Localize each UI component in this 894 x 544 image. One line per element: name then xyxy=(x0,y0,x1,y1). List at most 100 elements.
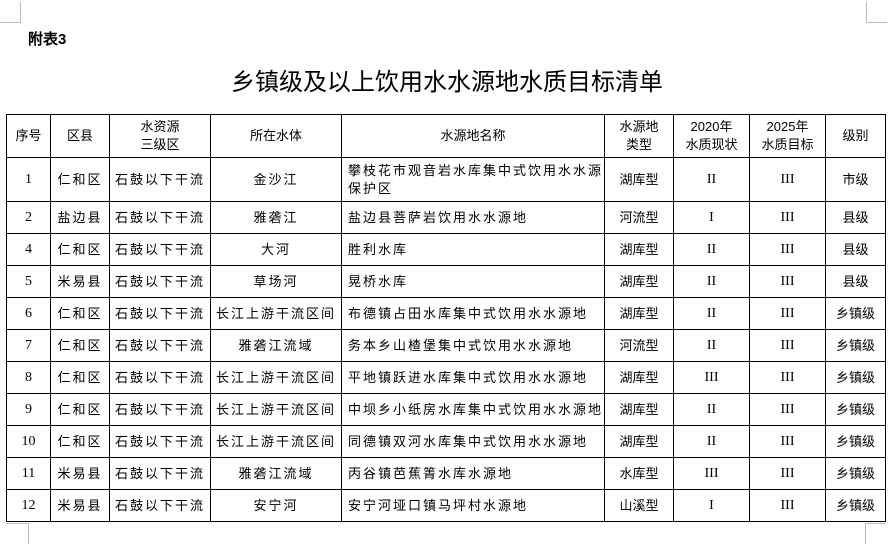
source-name-cell: 布德镇占田水库集中式饮用水水源地 xyxy=(341,297,605,330)
source-name-cell: 中坝乡小纸房水库集中式饮用水水源地 xyxy=(341,393,605,426)
type-cell: 河流型 xyxy=(604,329,674,362)
type-cell: 河流型 xyxy=(604,201,674,234)
appendix-label: 附表3 xyxy=(28,31,67,48)
target-2025-cell: III xyxy=(749,489,826,522)
quality-2020-cell: II xyxy=(673,157,750,202)
zone-cell: 石鼓以下干流 xyxy=(109,393,211,426)
quality-2020-cell: II xyxy=(673,265,750,298)
table-row: 9 仁和区 石鼓以下干流 长江上游干流区间 中坝乡小纸房水库集中式饮用水水源地 湖库型 II… xyxy=(6,393,886,426)
type-cell: 湖库型 xyxy=(604,297,674,330)
seq-cell: 7 xyxy=(6,329,51,362)
type-cell: 湖库型 xyxy=(604,157,674,202)
seq-cell: 12 xyxy=(6,489,51,522)
district-cell: 仁和区 xyxy=(50,393,110,426)
header-water-body: 所在水体 xyxy=(210,114,342,158)
seq-cell: 8 xyxy=(6,361,51,394)
target-2025-cell: III xyxy=(749,393,826,426)
table-row: 2 盐边县 石鼓以下干流 雅砻江 盐边县菩萨岩饮用水水源地 河流型 I III 县级 xyxy=(6,201,886,234)
header-district: 区县 xyxy=(50,114,110,158)
target-2025-cell: III xyxy=(749,265,826,298)
district-cell: 米易县 xyxy=(50,457,110,490)
zone-cell: 石鼓以下干流 xyxy=(109,489,211,522)
source-name-cell: 晃桥水库 xyxy=(341,265,605,298)
water-body-cell: 雅砻江 xyxy=(210,201,342,234)
zone-cell: 石鼓以下干流 xyxy=(109,361,211,394)
district-cell: 仁和区 xyxy=(50,157,110,202)
table-row: 1 仁和区 石鼓以下干流 金沙江 攀枝花市观音岩水库集中式饮用水水源保护区 湖库型 II II… xyxy=(6,157,886,202)
target-2025-cell: III xyxy=(749,425,826,458)
seq-cell: 11 xyxy=(6,457,51,490)
source-name-cell: 平地镇跃进水库集中式饮用水水源地 xyxy=(341,361,605,394)
zone-cell: 石鼓以下干流 xyxy=(109,201,211,234)
level-cell: 乡镇级 xyxy=(825,361,886,394)
level-cell: 乡镇级 xyxy=(825,457,886,490)
target-2025-cell: III xyxy=(749,157,826,202)
water-body-cell: 金沙江 xyxy=(210,157,342,202)
corner-mark-top-right xyxy=(866,2,887,23)
source-name-cell: 丙谷镇芭蕉箐水库水源地 xyxy=(341,457,605,490)
water-body-cell: 草场河 xyxy=(210,265,342,298)
water-body-cell: 雅砻江流域 xyxy=(210,457,342,490)
type-cell: 湖库型 xyxy=(604,265,674,298)
header-seq: 序号 xyxy=(6,114,51,158)
header-level: 级别 xyxy=(825,114,886,158)
zone-cell: 石鼓以下干流 xyxy=(109,425,211,458)
district-cell: 仁和区 xyxy=(50,425,110,458)
header-source-type: 水源地 类型 xyxy=(604,114,674,158)
header-water-resource-zone: 水资源 三级区 xyxy=(109,114,211,158)
water-source-table: 序号 区县 水资源 三级区 所在水体 水源地名称 水源地 类型 2020年 水质现状 2025… xyxy=(6,114,886,522)
level-cell: 县级 xyxy=(825,233,886,266)
corner-mark-top-left xyxy=(0,2,21,23)
quality-2020-cell: I xyxy=(673,201,750,234)
level-cell: 乡镇级 xyxy=(825,393,886,426)
quality-2020-cell: II xyxy=(673,297,750,330)
source-name-cell: 攀枝花市观音岩水库集中式饮用水水源保护区 xyxy=(341,157,605,202)
seq-cell: 4 xyxy=(6,233,51,266)
target-2025-cell: III xyxy=(749,233,826,266)
seq-cell: 2 xyxy=(6,201,51,234)
corner-mark-bottom-left xyxy=(6,523,29,544)
header-2020-quality: 2020年 水质现状 xyxy=(673,114,750,158)
district-cell: 米易县 xyxy=(50,489,110,522)
source-name-cell: 胜利水库 xyxy=(341,233,605,266)
type-cell: 水库型 xyxy=(604,457,674,490)
table-row: 7 仁和区 石鼓以下干流 雅砻江流域 务本乡山楂堡集中式饮用水水源地 河流型 II III 乡镇… xyxy=(6,329,886,362)
level-cell: 乡镇级 xyxy=(825,425,886,458)
seq-cell: 1 xyxy=(6,157,51,202)
water-body-cell: 长江上游干流区间 xyxy=(210,297,342,330)
zone-cell: 石鼓以下干流 xyxy=(109,233,211,266)
corner-mark-bottom-right xyxy=(865,523,886,544)
district-cell: 米易县 xyxy=(50,265,110,298)
district-cell: 仁和区 xyxy=(50,233,110,266)
table-row: 6 仁和区 石鼓以下干流 长江上游干流区间 布德镇占田水库集中式饮用水水源地 湖库型 II I… xyxy=(6,297,886,330)
zone-cell: 石鼓以下干流 xyxy=(109,457,211,490)
source-name-cell: 盐边县菩萨岩饮用水水源地 xyxy=(341,201,605,234)
water-body-cell: 长江上游干流区间 xyxy=(210,425,342,458)
zone-cell: 石鼓以下干流 xyxy=(109,329,211,362)
table-header-row: 序号 区县 水资源 三级区 所在水体 水源地名称 水源地 类型 2020年 水质现状 2025… xyxy=(6,114,886,158)
water-body-cell: 长江上游干流区间 xyxy=(210,361,342,394)
seq-cell: 9 xyxy=(6,393,51,426)
target-2025-cell: III xyxy=(749,201,826,234)
document-title: 乡镇级及以上饮用水水源地水质目标清单 xyxy=(231,69,663,96)
quality-2020-cell: III xyxy=(673,361,750,394)
source-name-cell: 务本乡山楂堡集中式饮用水水源地 xyxy=(341,329,605,362)
header-2025-target: 2025年 水质目标 xyxy=(749,114,826,158)
quality-2020-cell: II xyxy=(673,233,750,266)
district-cell: 仁和区 xyxy=(50,297,110,330)
header-source-name: 水源地名称 xyxy=(341,114,605,158)
zone-cell: 石鼓以下干流 xyxy=(109,297,211,330)
water-body-cell: 安宁河 xyxy=(210,489,342,522)
table-row: 12 米易县 石鼓以下干流 安宁河 安宁河垭口镇马坪村水源地 山溪型 I III 乡镇级 xyxy=(6,489,886,522)
type-cell: 湖库型 xyxy=(604,425,674,458)
level-cell: 市级 xyxy=(825,157,886,202)
seq-cell: 10 xyxy=(6,425,51,458)
zone-cell: 石鼓以下干流 xyxy=(109,265,211,298)
table-row: 10 仁和区 石鼓以下干流 长江上游干流区间 同德镇双河水库集中式饮用水水源地 湖库型 II… xyxy=(6,425,886,458)
table-row: 5 米易县 石鼓以下干流 草场河 晃桥水库 湖库型 II III 县级 xyxy=(6,265,886,298)
table-row: 11 米易县 石鼓以下干流 雅砻江流域 丙谷镇芭蕉箐水库水源地 水库型 III III 乡镇级 xyxy=(6,457,886,490)
seq-cell: 6 xyxy=(6,297,51,330)
quality-2020-cell: II xyxy=(673,425,750,458)
district-cell: 仁和区 xyxy=(50,329,110,362)
quality-2020-cell: I xyxy=(673,489,750,522)
